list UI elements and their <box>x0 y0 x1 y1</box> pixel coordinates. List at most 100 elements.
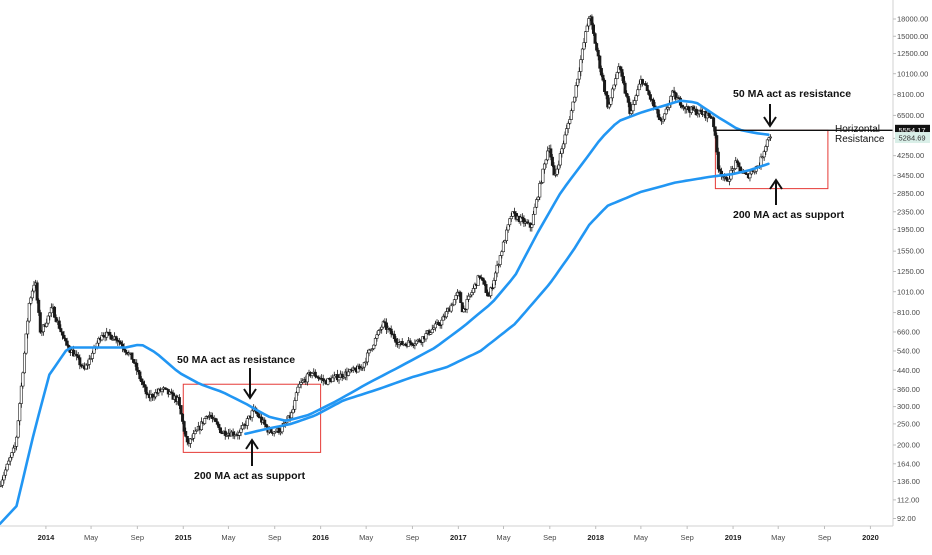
candle-body <box>489 287 493 296</box>
candle-body <box>310 373 314 376</box>
x-tick-label: 2020 <box>862 533 879 542</box>
candle-body <box>484 284 488 293</box>
candle-body <box>130 352 134 360</box>
candle-body <box>640 79 644 85</box>
candle-body <box>4 469 8 476</box>
candle-body <box>239 428 243 433</box>
candle-body <box>500 251 504 256</box>
y-tick-label: 1010.00 <box>897 287 924 296</box>
candle-body <box>331 377 335 383</box>
y-tick-label: 1550.00 <box>897 247 924 256</box>
y-tick-label: 540.00 <box>897 347 920 356</box>
x-tick-label: 2015 <box>175 533 192 542</box>
candle-body <box>737 162 741 168</box>
candle-body <box>636 89 640 96</box>
x-tick-label: May <box>496 533 510 542</box>
candle-body <box>580 48 584 60</box>
candle-body <box>269 428 273 433</box>
resistance-price-label: 5554.17 <box>898 126 925 135</box>
y-tick-label: 92.00 <box>897 514 916 523</box>
candle-body <box>179 405 183 415</box>
candle-body <box>377 330 381 336</box>
candle-body <box>214 418 218 423</box>
candle-body <box>141 381 145 385</box>
candle-body <box>87 358 91 365</box>
candle-body <box>313 371 317 377</box>
candle-body <box>119 341 123 345</box>
candle-body <box>27 302 31 322</box>
x-tick-label: May <box>771 533 785 542</box>
price-tags: 5554.17 5284.69 <box>895 124 930 144</box>
candle-body <box>24 333 28 354</box>
y-tick-label: 2850.00 <box>897 189 924 198</box>
candle-body <box>566 123 570 129</box>
y-tick-label: 4250.00 <box>897 151 924 160</box>
candle-body <box>715 135 719 153</box>
candle-body <box>263 419 267 425</box>
candle-body <box>48 312 52 317</box>
x-tick-label: 2017 <box>450 533 467 542</box>
annotation-horizontal: Horizontal <box>835 124 880 135</box>
candle-body <box>45 322 49 327</box>
y-tick-label: 1250.00 <box>897 267 924 276</box>
y-tick-label: 200.00 <box>897 441 920 450</box>
candle-body <box>245 418 249 426</box>
candle-body <box>326 378 330 385</box>
y-tick-label: 10100.00 <box>897 69 928 78</box>
candle-body <box>626 96 630 103</box>
candle-body <box>533 206 537 215</box>
candle-body <box>35 282 39 301</box>
candle-body <box>764 146 768 152</box>
candle-body <box>493 272 497 281</box>
ma50-line <box>0 99 770 526</box>
candle-body <box>108 332 112 336</box>
candle-body <box>414 340 418 345</box>
candle-body <box>114 336 118 341</box>
x-tick-label: Sep <box>818 533 831 542</box>
candle-body <box>712 117 716 128</box>
candle-body <box>372 344 376 349</box>
candle-body <box>203 418 207 424</box>
candle-body <box>558 153 562 166</box>
candle-body <box>21 372 25 387</box>
candle-body <box>220 432 224 435</box>
candle-body <box>459 292 463 303</box>
y-tick-label: 360.00 <box>897 385 920 394</box>
candle-body <box>250 410 254 418</box>
candle-body <box>471 288 475 293</box>
ma200-line <box>244 162 770 436</box>
arrow-up-2019 <box>769 178 783 205</box>
candle-body <box>620 69 624 77</box>
candle-body <box>217 424 221 429</box>
y-tick-label: 18000.00 <box>897 15 928 24</box>
x-tick-label: Sep <box>268 533 281 542</box>
candle-body <box>604 91 608 96</box>
candle-body <box>591 24 595 34</box>
x-tick-label: Sep <box>131 533 144 542</box>
candle-body <box>337 377 341 381</box>
x-tick-label: Sep <box>406 533 419 542</box>
x-tick-label: Sep <box>680 533 693 542</box>
candle-body <box>392 333 396 340</box>
candle-body <box>256 413 260 418</box>
candle-body <box>614 78 618 86</box>
candle-body <box>29 297 33 304</box>
candle-body <box>11 447 15 453</box>
candle-body <box>637 83 641 91</box>
candle-body <box>492 280 496 289</box>
candle-body <box>177 397 181 406</box>
last-price-tag <box>895 132 930 144</box>
moving-averages <box>0 99 770 526</box>
y-tick-label: 164.00 <box>897 459 920 468</box>
candle-body <box>62 334 66 339</box>
candle-body <box>735 160 739 164</box>
candle-body <box>634 95 638 101</box>
y-tick-label: 2350.00 <box>897 207 924 216</box>
candle-body <box>625 92 629 97</box>
candle-body <box>568 119 572 124</box>
candle-body <box>552 165 556 176</box>
candle-body <box>181 413 185 422</box>
